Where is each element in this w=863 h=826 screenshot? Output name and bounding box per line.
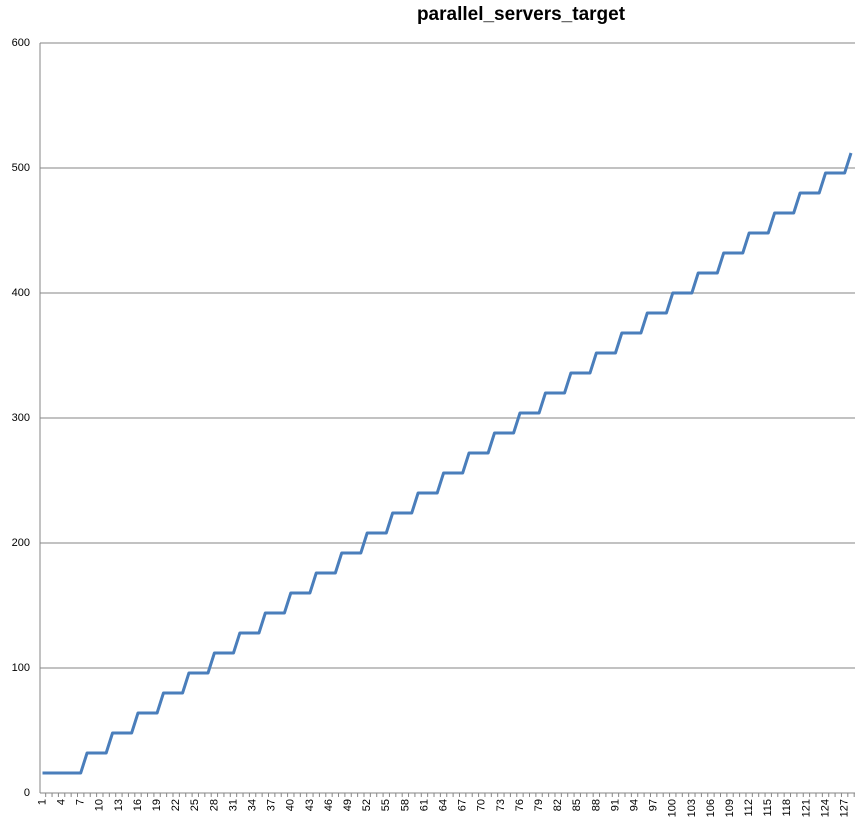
x-tick-label: 10	[94, 799, 106, 811]
x-tick-label: 61	[418, 799, 430, 811]
x-tick-label: 73	[495, 799, 507, 811]
x-tick-label: 106	[705, 799, 717, 817]
y-tick-label: 300	[12, 412, 30, 424]
x-tick-label: 88	[590, 799, 602, 811]
x-tick-label: 97	[648, 799, 660, 811]
x-tick-label: 1	[36, 799, 48, 805]
x-tick-label: 49	[342, 799, 354, 811]
x-tick-label: 22	[170, 799, 182, 811]
x-tick-label: 115	[762, 799, 774, 817]
y-tick-label: 100	[12, 662, 30, 674]
y-tick-label: 200	[12, 537, 30, 549]
y-tick-label: 500	[12, 162, 30, 174]
x-tick-label: 70	[476, 799, 488, 811]
x-tick-label: 40	[285, 799, 297, 811]
x-tick-label: 55	[380, 799, 392, 811]
x-tick-label: 94	[628, 799, 640, 811]
x-tick-label: 4	[56, 799, 68, 805]
x-tick-label: 67	[457, 799, 469, 811]
x-tick-label: 16	[132, 799, 144, 811]
x-tick-label: 109	[724, 799, 736, 817]
x-tick-label: 25	[189, 799, 201, 811]
x-tick-label: 19	[151, 799, 163, 811]
x-tick-label: 118	[781, 799, 793, 817]
y-tick-label: 0	[24, 787, 30, 799]
x-tick-label: 127	[839, 799, 851, 817]
x-tick-label: 13	[113, 799, 125, 811]
chart-title: parallel_servers_target	[417, 4, 626, 25]
x-tick-label: 64	[437, 799, 449, 811]
x-tick-label: 34	[246, 799, 258, 811]
y-tick-label: 600	[12, 37, 30, 49]
x-tick-label: 112	[743, 799, 755, 817]
x-tick-label: 103	[686, 799, 698, 817]
x-tick-label: 43	[304, 799, 316, 811]
series-line	[42, 152, 853, 775]
x-tick-label: 31	[227, 799, 239, 811]
x-tick-label: 124	[819, 799, 831, 817]
x-tick-label: 85	[571, 799, 583, 811]
x-tick-label: 37	[266, 799, 278, 811]
x-tick-label: 91	[609, 799, 621, 811]
y-tick-label: 400	[12, 287, 30, 299]
x-tick-label: 79	[533, 799, 545, 811]
x-tick-label: 58	[399, 799, 411, 811]
x-tick-label: 28	[208, 799, 220, 811]
x-tick-label: 7	[75, 799, 87, 805]
x-tick-label: 76	[514, 799, 526, 811]
x-tick-label: 121	[800, 799, 812, 817]
x-tick-label: 82	[552, 799, 564, 811]
x-tick-label: 100	[667, 799, 679, 817]
x-tick-label: 46	[323, 799, 335, 811]
x-tick-label: 52	[361, 799, 373, 811]
